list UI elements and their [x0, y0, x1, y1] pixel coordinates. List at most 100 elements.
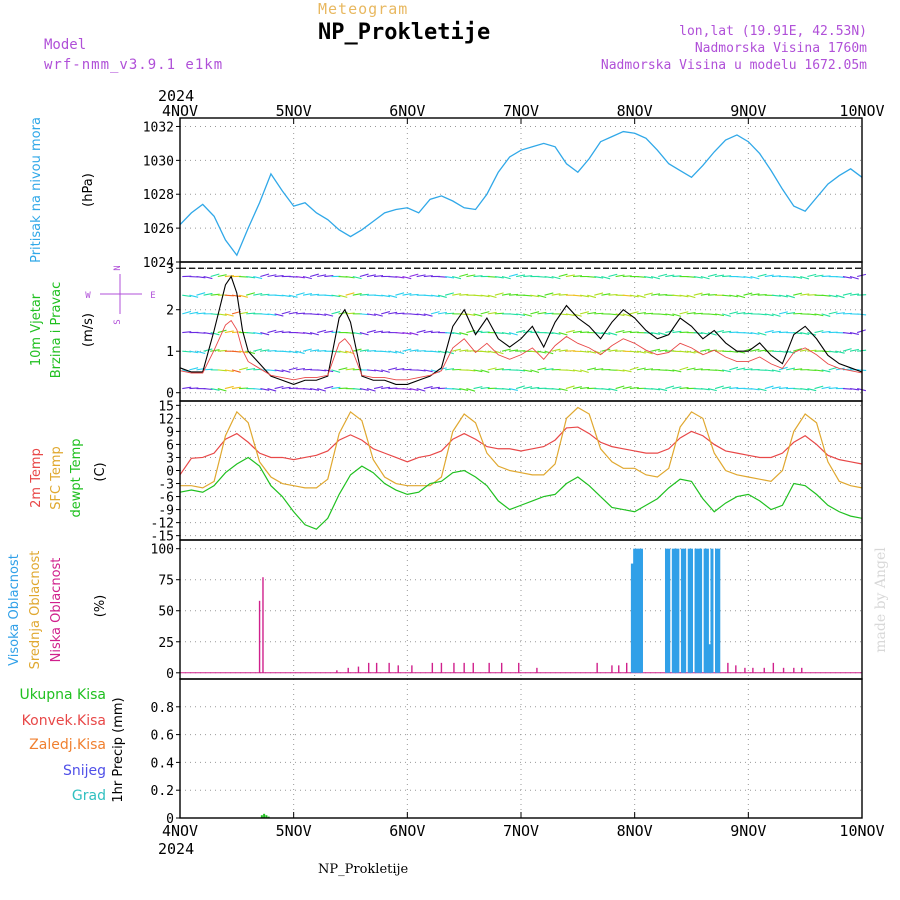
wind-barb — [665, 313, 675, 317]
low-cloud-bar — [518, 662, 520, 673]
wind-barb — [842, 348, 852, 352]
low-cloud-bar — [727, 662, 729, 673]
wind-barb — [821, 369, 831, 373]
wind-barb — [366, 388, 376, 392]
high-cloud-bar — [703, 548, 707, 673]
wind-barb — [281, 310, 291, 315]
wind-barb — [736, 275, 746, 278]
wind-barb — [658, 332, 668, 336]
y-tick-label: 6 — [166, 438, 174, 453]
wind-barb — [246, 350, 256, 355]
wind-barb — [572, 330, 582, 334]
wind-barb — [423, 386, 433, 390]
low-cloud-bar — [735, 665, 737, 673]
low-cloud-bar — [782, 667, 785, 673]
wind-barb — [267, 388, 277, 392]
wind-barb — [196, 292, 206, 296]
high-cloud-bar — [710, 548, 714, 673]
wind-barb — [551, 388, 561, 391]
wind-barb — [409, 349, 419, 352]
wind-barb — [814, 274, 824, 278]
wind-barb — [445, 331, 455, 334]
wind-barb — [594, 275, 604, 279]
precip-legend-2: Zaledj.Kisa — [29, 737, 106, 753]
wind-barb — [828, 294, 838, 298]
wind-barb — [587, 294, 597, 299]
wind-barb — [793, 348, 803, 352]
x-tick-label-bottom: 6NOV — [389, 822, 425, 840]
wind-barb — [594, 368, 604, 371]
wind-barb — [601, 275, 611, 280]
wind-barb — [473, 313, 483, 317]
wind-barb — [665, 274, 675, 278]
wind-barb — [757, 273, 767, 278]
wind-barb — [388, 294, 398, 298]
wind-barb — [494, 331, 504, 335]
wind-barb — [324, 275, 334, 278]
wind-barb — [643, 350, 653, 355]
high-cloud-bar — [683, 548, 687, 673]
y-tick-label: 9 — [166, 425, 174, 440]
low-cloud-bar — [536, 667, 538, 673]
wind-barb — [523, 369, 533, 373]
wind-barb — [182, 310, 192, 315]
wind-barb — [452, 388, 462, 391]
y-tick-label: -6 — [158, 491, 174, 506]
cloud-axis-title-2: Srednja Oblacnost — [28, 551, 43, 670]
wind-barb — [615, 329, 625, 334]
wind-barb — [608, 273, 618, 278]
wind-barb — [693, 292, 703, 296]
wind-axis-title-1: 10m Vjetar — [29, 293, 44, 366]
wind-barb — [402, 331, 412, 335]
wind-barb — [374, 275, 384, 278]
high-cloud-bar — [708, 644, 712, 673]
wind-barb — [544, 331, 554, 335]
wind-barb — [452, 331, 462, 335]
wind-barb — [636, 311, 646, 315]
wind-barb — [537, 367, 547, 371]
wind-barb — [615, 369, 625, 372]
wind-barb — [672, 369, 682, 373]
wind-barb — [814, 385, 824, 390]
high-cloud-bar — [696, 548, 700, 673]
x-tick-label-bottom: 7NOV — [503, 822, 539, 840]
x-tick-label-top: 9NOV — [730, 102, 766, 120]
wind-barb — [352, 388, 362, 391]
low-cloud-bar — [258, 600, 261, 673]
high-cloud-bar — [680, 548, 684, 673]
wind-barb — [658, 388, 668, 392]
wind-barb — [608, 293, 618, 296]
wind-barb — [239, 311, 249, 315]
precip-legend-3: Snijeg — [63, 763, 106, 779]
wind-barb — [679, 366, 689, 371]
wind-barb — [494, 368, 504, 371]
wind-barb — [651, 348, 661, 352]
temp-axis-title-2: SFC Temp — [49, 446, 64, 510]
low-cloud-bar — [367, 662, 370, 673]
wind-barb — [729, 366, 739, 371]
wind-barb — [466, 274, 476, 278]
wind-barb — [409, 332, 419, 336]
wind-barb — [778, 366, 788, 371]
wind-barb — [636, 294, 646, 299]
wind-barb — [849, 275, 859, 280]
wind-barb — [601, 331, 611, 335]
wind-barb — [274, 385, 284, 390]
wind-barb — [729, 294, 739, 298]
wind-barb — [281, 386, 291, 390]
wind-barb — [430, 386, 440, 390]
wind-barb — [274, 330, 284, 334]
wind-barb — [771, 313, 781, 317]
model-altitude-label: Nadmorska Visina u modelu 1672.05m — [600, 58, 867, 73]
wind-barb — [523, 275, 533, 278]
wind-barb — [572, 369, 582, 373]
wind-barb — [587, 350, 597, 354]
wind-barb — [224, 369, 234, 373]
low-cloud-bar — [357, 666, 360, 673]
wind-barb — [771, 386, 781, 390]
wind-barb — [622, 386, 632, 390]
high-cloud-bar — [637, 548, 641, 673]
y-tick-label: -3 — [158, 478, 174, 493]
wind-barb — [572, 275, 583, 278]
wind-barb — [203, 292, 213, 296]
